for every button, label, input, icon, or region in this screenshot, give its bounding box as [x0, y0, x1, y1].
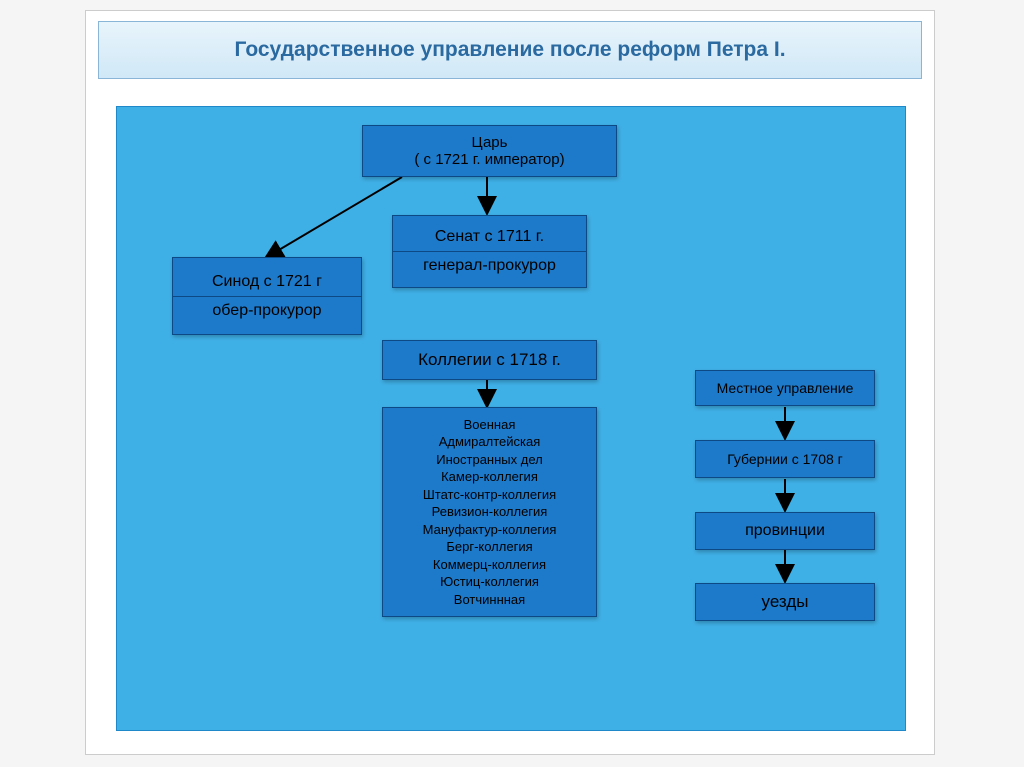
- diagram-canvas: Царь ( с 1721 г. император) Синод с 1721…: [116, 106, 906, 731]
- collegii-list-container: ВоеннаяАдмиралтейскаяИностранных делКаме…: [387, 416, 592, 609]
- tsar-line1: Царь: [363, 134, 616, 151]
- node-senat: Сенат с 1711 г. генерал-прокурор: [392, 215, 587, 288]
- node-sinod: Синод с 1721 г обер-прокурор: [172, 257, 362, 335]
- node-uezdy: уезды: [695, 583, 875, 621]
- collegii-list-item: Камер-коллегия: [387, 468, 592, 486]
- title-bar: Государственное управление после реформ …: [98, 21, 922, 79]
- collegii-list-item: Мануфактур-коллегия: [387, 521, 592, 539]
- collegii-list-item: Штатс-контр-коллегия: [387, 486, 592, 504]
- senat-bottom: генерал-прокурор: [393, 252, 586, 280]
- collegii-list-item: Адмиралтейская: [387, 433, 592, 451]
- collegii-list-item: Ревизион-коллегия: [387, 503, 592, 521]
- node-collegii: Коллегии с 1718 г.: [382, 340, 597, 380]
- tsar-line2: ( с 1721 г. император): [363, 151, 616, 168]
- mestnoe-label: Местное управление: [696, 380, 874, 396]
- node-collegii-list: ВоеннаяАдмиралтейскаяИностранных делКаме…: [382, 407, 597, 617]
- collegii-list-item: Берг-коллегия: [387, 538, 592, 556]
- sinod-top: Синод с 1721 г: [173, 268, 361, 297]
- collegii-list-item: Юстиц-коллегия: [387, 573, 592, 591]
- node-mestnoe: Местное управление: [695, 370, 875, 406]
- node-gubernii: Губернии с 1708 г: [695, 440, 875, 478]
- provincii-label: провинции: [696, 522, 874, 540]
- sinod-bottom: обер-прокурор: [173, 297, 361, 325]
- uezdy-label: уезды: [696, 592, 874, 612]
- slide-frame: Государственное управление после реформ …: [85, 10, 935, 755]
- collegii-label: Коллегии с 1718 г.: [383, 350, 596, 370]
- slide-title: Государственное управление после реформ …: [234, 38, 785, 62]
- gubernii-label: Губернии с 1708 г: [696, 451, 874, 467]
- node-provincii: провинции: [695, 512, 875, 550]
- collegii-list-item: Военная: [387, 416, 592, 434]
- node-tsar: Царь ( с 1721 г. император): [362, 125, 617, 177]
- senat-top: Сенат с 1711 г.: [393, 223, 586, 252]
- collegii-list-item: Коммерц-коллегия: [387, 556, 592, 574]
- collegii-list-item: Вотчиннная: [387, 591, 592, 609]
- collegii-list-item: Иностранных дел: [387, 451, 592, 469]
